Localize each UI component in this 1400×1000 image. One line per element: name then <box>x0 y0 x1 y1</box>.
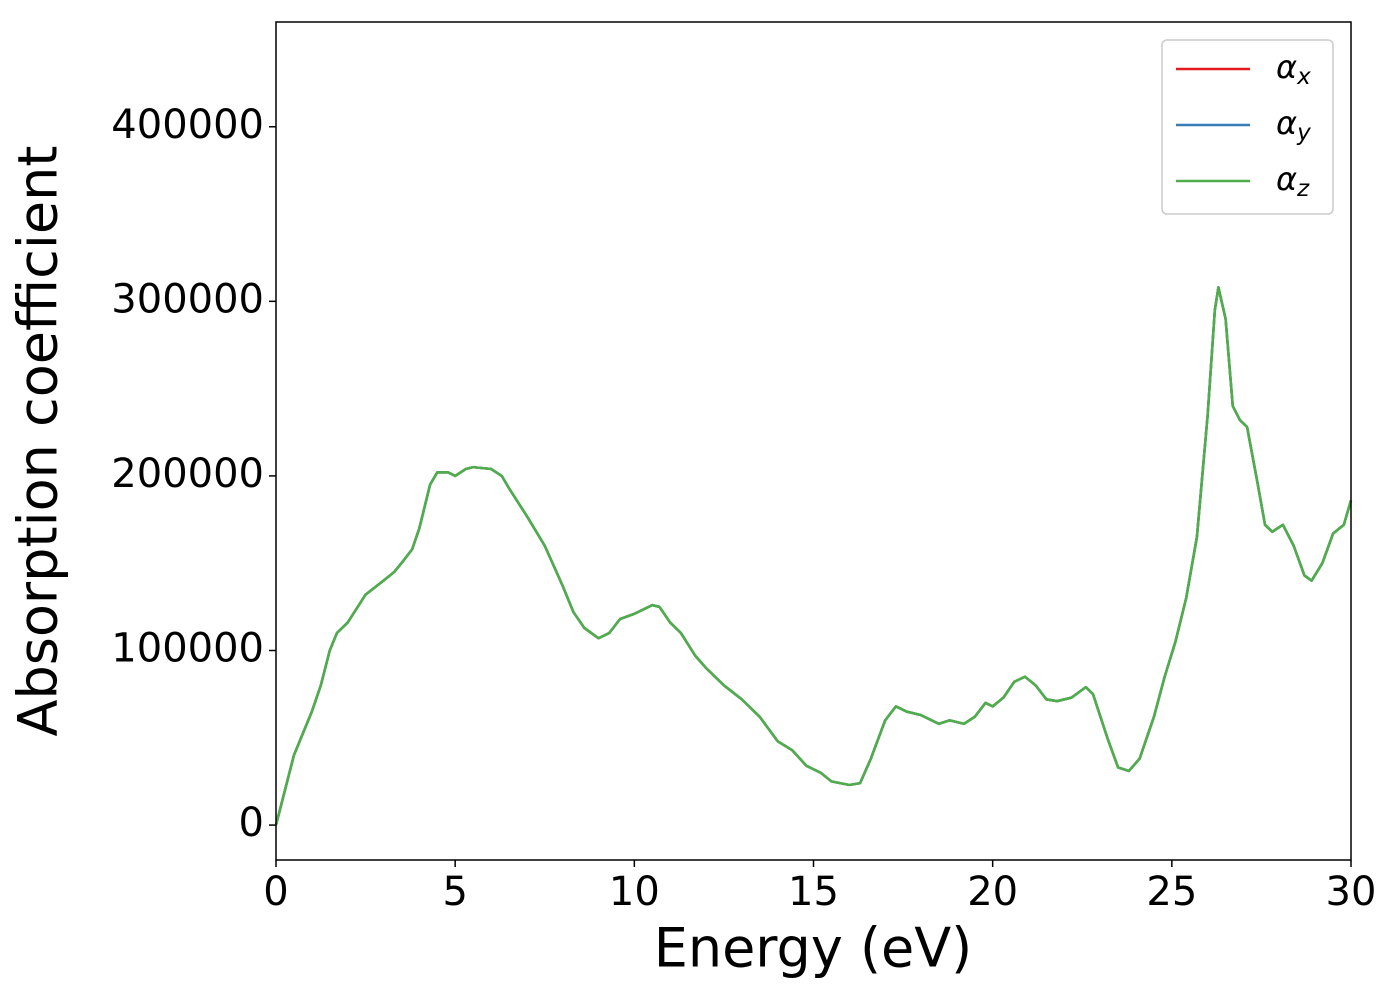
x-tick-label: 20 <box>967 869 1018 915</box>
legend-box <box>1161 39 1334 215</box>
y-axis-label: Absorption coefficient <box>7 146 70 737</box>
series-line <box>274 286 1353 826</box>
y-tick-label: 200000 <box>111 451 264 497</box>
y-tick-label: 400000 <box>111 102 264 148</box>
y-tick-label: 0 <box>239 800 264 846</box>
x-axis-label: Energy (eV) <box>654 917 973 980</box>
legend-label: αx <box>1276 48 1311 90</box>
plot-frame <box>275 21 1352 861</box>
y-tick-label: 100000 <box>111 626 264 672</box>
y-tick-label: 300000 <box>111 276 264 322</box>
x-tick-label: 30 <box>1326 869 1377 915</box>
series-line <box>274 286 1353 826</box>
x-tick-label: 5 <box>442 869 467 915</box>
legend-label: αy <box>1276 104 1311 146</box>
x-tick-label: 10 <box>609 869 660 915</box>
x-tick-label: 0 <box>263 869 288 915</box>
x-tick-label: 15 <box>788 869 839 915</box>
series-line <box>274 286 1353 826</box>
x-tick-label: 25 <box>1146 869 1197 915</box>
legend-label: αz <box>1276 160 1310 202</box>
